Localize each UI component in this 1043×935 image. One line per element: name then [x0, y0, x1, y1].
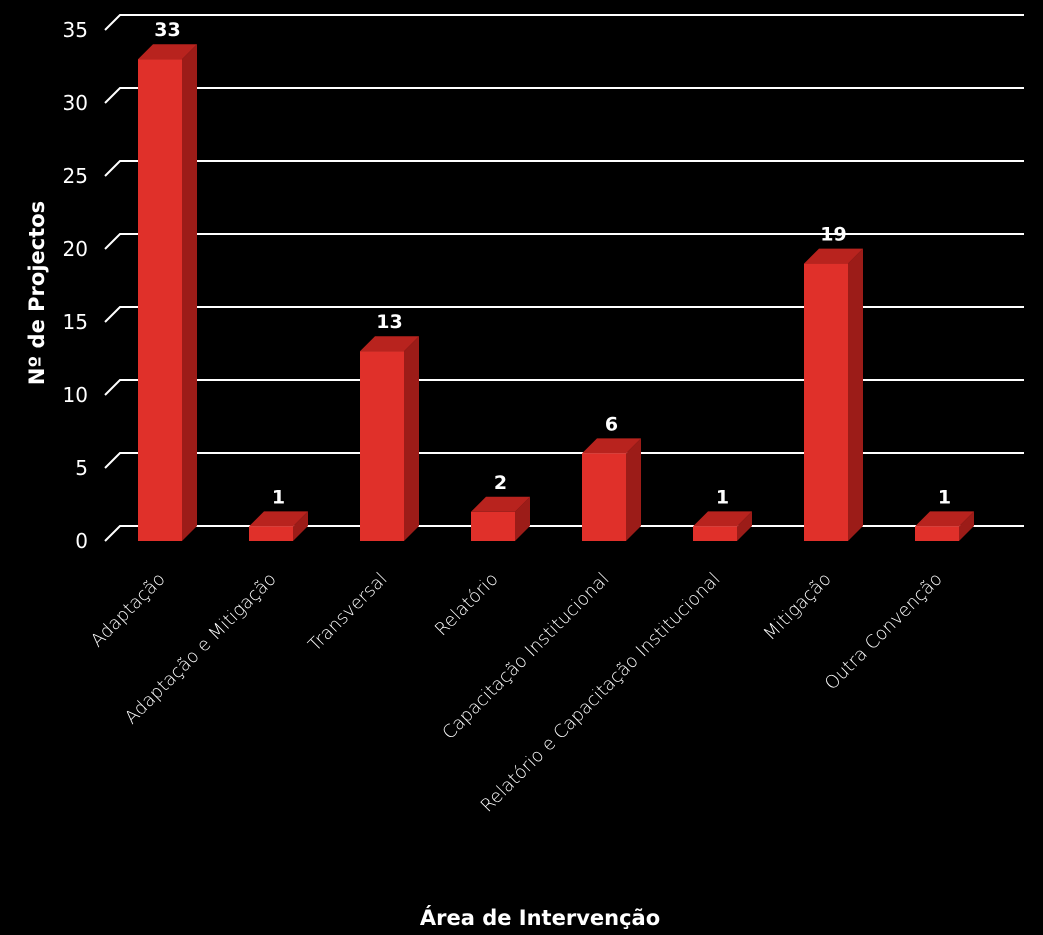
bar [471, 496, 530, 541]
bar-front [582, 453, 626, 541]
x-category-label: Transversal [304, 569, 391, 656]
y-axis-title: Nº de Projectos [25, 201, 49, 385]
data-label: 1 [716, 486, 729, 508]
gridline-path [104, 233, 1024, 250]
bar [360, 336, 419, 541]
y-tick-label: 10 [63, 383, 88, 407]
data-label: 1 [938, 486, 951, 508]
x-category-label: Adaptação [87, 569, 170, 652]
y-tick-label: 0 [75, 529, 88, 553]
bar-front [249, 526, 293, 541]
bar-top [582, 438, 641, 454]
gridline [104, 87, 1024, 104]
data-label: 2 [494, 472, 507, 494]
bar [915, 511, 974, 541]
data-label: 19 [820, 224, 846, 246]
gridline-path [104, 525, 1024, 542]
data-labels: 33 1 13 2 6 1 19 1 [154, 19, 951, 508]
gridline-path [104, 379, 1024, 396]
bar [249, 511, 308, 541]
bar [138, 44, 197, 541]
gridline-path [104, 87, 1024, 104]
bar-side [404, 336, 419, 541]
bar-top [471, 496, 530, 512]
gridlines [104, 14, 1024, 542]
x-category-label: Outra Convenção [821, 569, 947, 695]
bar-front [471, 511, 515, 541]
y-tick-label: 25 [63, 164, 88, 188]
bar-top [915, 511, 974, 527]
gridline [104, 14, 1024, 31]
data-label: 13 [376, 311, 402, 333]
gridline [104, 452, 1024, 469]
bar-front [693, 526, 737, 541]
y-tick-label: 35 [63, 18, 88, 42]
data-label: 33 [154, 19, 180, 41]
gridline-path [104, 306, 1024, 323]
bar-side [626, 438, 641, 541]
bar-front [138, 59, 182, 541]
gridline [104, 233, 1024, 250]
bar [693, 511, 752, 541]
data-label: 6 [605, 413, 618, 435]
data-label: 1 [272, 486, 285, 508]
bar-side [737, 511, 752, 541]
y-tick-label: 5 [75, 456, 88, 480]
gridline [104, 525, 1024, 542]
bar-top [804, 248, 863, 264]
gridline-path [104, 14, 1024, 31]
bar-top [249, 511, 308, 527]
x-axis-title: Área de Intervenção [420, 905, 660, 930]
bars [138, 44, 974, 541]
bar-front [360, 351, 404, 541]
bar-top [693, 511, 752, 527]
bar-front [804, 263, 848, 541]
gridline [104, 160, 1024, 177]
bar [804, 248, 863, 541]
bar-top [360, 336, 419, 352]
y-tick-label: 20 [63, 237, 88, 261]
bar-top [138, 44, 197, 60]
y-tick-label: 30 [63, 91, 88, 115]
bar-side [182, 44, 197, 541]
x-category-label: Mitigação [760, 569, 836, 645]
gridline-path [104, 160, 1024, 177]
bar-side [293, 511, 308, 541]
bar-side [848, 248, 863, 541]
bar [582, 438, 641, 541]
x-category-label: Relatório e Capacitação Institucional [477, 569, 725, 817]
y-tick-label: 15 [63, 310, 88, 334]
x-category-label: Relatório [431, 569, 503, 641]
gridline [104, 306, 1024, 323]
y-axis-ticks: 0 5 10 15 20 25 30 35 [63, 18, 88, 553]
bar-front [915, 526, 959, 541]
bar-side [515, 496, 530, 541]
bar-side [959, 511, 974, 541]
gridline-path [104, 452, 1024, 469]
gridline [104, 379, 1024, 396]
